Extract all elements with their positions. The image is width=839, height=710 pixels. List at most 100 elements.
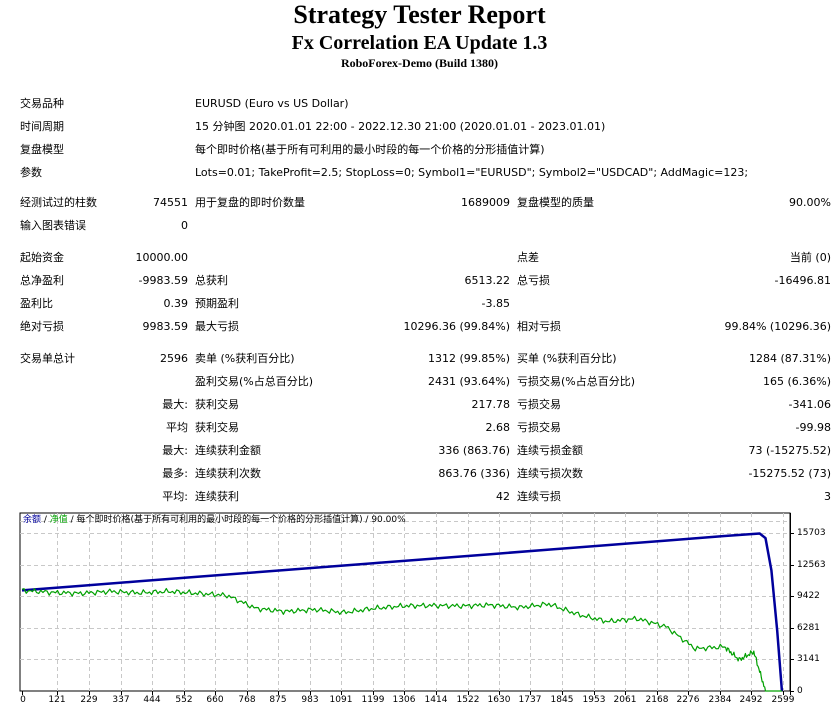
largest-profit-value: 217.78 (471, 398, 511, 411)
legend-equity: 净值 (49, 515, 68, 525)
long-value: 1284 (87.31%) (748, 352, 831, 365)
average-row: 平均 获利交易 2.68 亏损交易 -99.98 (0, 420, 839, 436)
total-trades-label: 交易单总计 (20, 352, 75, 365)
x-tick-label: 2384 (708, 695, 732, 705)
params-label: 参数 (20, 166, 42, 179)
deposit-row: 起始资金 10000.00 点差 当前 (0) (0, 250, 839, 266)
x-tick-label: 660 (206, 695, 224, 705)
profit-trades-label: 盈利交易(%占总百分比) (195, 375, 314, 388)
server-build: RoboForex-Demo (Build 1380) (340, 56, 499, 70)
errors-label: 输入图表错误 (20, 219, 86, 232)
loss-trades-value: 165 (6.36%) (762, 375, 831, 388)
maximal-consec-loss-value: -15275.52 (73) (748, 467, 831, 480)
x-tick-label: 2276 (676, 695, 700, 705)
period-value: 15 分钟图 2020.01.01 22:00 - 2022.12.30 21:… (195, 120, 606, 133)
avg-consec-losses-value: 3 (824, 490, 831, 503)
ticks-label: 用于复盘的即时价数量 (195, 196, 305, 209)
x-tick-label: 121 (48, 695, 66, 705)
abs-dd-value: 9983.59 (142, 320, 189, 333)
params-row: 参数 Lots=0.01; TakeProfit=2.5; StopLoss=0… (0, 165, 839, 181)
expected-payoff-value: -3.85 (481, 297, 510, 310)
report-title: Strategy Tester Report (293, 0, 546, 29)
x-tick-label: 768 (238, 695, 256, 705)
rel-dd-label: 相对亏损 (517, 320, 561, 333)
net-profit-row: 总净盈利 -9983.59 总获利 6513.22 总亏损 -16496.81 (0, 273, 839, 289)
y-tick-label: 12563 (797, 560, 826, 570)
x-tick-label: 2061 (613, 695, 637, 705)
long-label: 买单 (%获利百分比) (517, 352, 617, 365)
maximal-consec-loss-label: 连续亏损次数 (517, 467, 583, 480)
y-tick-label: 0 (797, 686, 803, 696)
profit-trades-value: 2431 (93.64%) (427, 375, 510, 388)
symbol-label: 交易品种 (20, 97, 64, 110)
avg-consec-wins-value: 42 (496, 490, 510, 503)
avg-consec-prefix: 平均: (162, 490, 188, 503)
avg-loss-value: -99.98 (795, 421, 831, 434)
symbol-value: EURUSD (Euro vs US Dollar) (195, 97, 349, 110)
total-trades-row: 交易单总计 2596 卖单 (%获利百分比) 1312 (99.85%) 买单 … (0, 351, 839, 367)
x-tick-label: 1414 (424, 695, 448, 705)
total-trades-value: 2596 (160, 352, 188, 365)
max-consec-wins-label: 连续获利金额 (195, 444, 261, 457)
short-value: 1312 (99.85%) (427, 352, 510, 365)
errors-value: 0 (181, 219, 188, 232)
avg-profit-label: 获利交易 (195, 421, 239, 434)
quality-value: 90.00% (789, 196, 831, 209)
max-consec-row: 最大: 连续获利金额 336 (863.76) 连续亏损金额 73 (-1527… (0, 443, 839, 459)
period-row: 时间周期 15 分钟图 2020.01.01 22:00 - 2022.12.3… (0, 119, 839, 135)
x-tick-label: 0 (20, 695, 26, 705)
y-tick-label: 15703 (797, 528, 826, 538)
x-tick-label: 552 (175, 695, 193, 705)
max-consec-wins-value: 336 (863.76) (438, 444, 510, 457)
loss-trades-label: 亏损交易(%占总百分比) (517, 375, 636, 388)
params-value: Lots=0.01; TakeProfit=2.5; StopLoss=0; S… (195, 166, 749, 179)
gross-profit-label: 总获利 (195, 274, 228, 287)
x-tick-label: 1953 (582, 695, 606, 705)
net-profit-label: 总净盈利 (20, 274, 64, 287)
max-consec-losses-label: 连续亏损金额 (517, 444, 583, 457)
x-tick-label: 1199 (361, 695, 385, 705)
x-tick-label: 1522 (456, 695, 480, 705)
gross-loss-label: 总亏损 (517, 274, 550, 287)
expected-payoff-label: 预期盈利 (195, 297, 239, 310)
legend-balance: 余额 (23, 515, 42, 525)
bars-value: 74551 (153, 196, 188, 209)
drawdown-row: 绝对亏损 9983.59 最大亏损 10296.36 (99.84%) 相对亏损… (0, 319, 839, 335)
model-label: 复盘模型 (20, 143, 64, 156)
maximal-consec-profit-value: 863.76 (336) (438, 467, 510, 480)
maximal-prefix: 最多: (162, 467, 188, 480)
spread-value: 当前 (0) (789, 251, 831, 264)
x-tick-label: 1306 (392, 695, 416, 705)
spread-label: 点差 (517, 251, 539, 264)
x-tick-label: 444 (143, 695, 161, 705)
x-tick-label: 337 (112, 695, 130, 705)
largest-row: 最大: 获利交易 217.78 亏损交易 -341.06 (0, 397, 839, 413)
gross-loss-value: -16496.81 (774, 274, 831, 287)
average-prefix: 平均 (166, 421, 188, 434)
y-tick-label: 6281 (797, 623, 820, 633)
avg-profit-value: 2.68 (485, 421, 511, 434)
errors-row: 输入图表错误 0 (0, 218, 839, 234)
largest-profit-label: 获利交易 (195, 398, 239, 411)
ea-name: Fx Correlation EA Update 1.3 (291, 32, 548, 54)
x-tick-label: 1845 (550, 695, 574, 705)
net-profit-value: -9983.59 (138, 274, 188, 287)
x-tick-label: 983 (301, 695, 319, 705)
x-tick-label: 229 (80, 695, 98, 705)
x-tick-label: 2599 (771, 695, 795, 705)
model-value: 每个即时价格(基于所有可利用的最小时段的每一个价格的分形插值计算) (195, 143, 545, 156)
y-tick-label: 9422 (797, 591, 820, 601)
max-consec-losses-value: 73 (-15275.52) (748, 444, 831, 457)
symbol-row: 交易品种 EURUSD (Euro vs US Dollar) (0, 96, 839, 112)
profit-factor-row: 盈利比 0.39 预期盈利 -3.85 (0, 296, 839, 312)
period-label: 时间周期 (20, 120, 64, 133)
largest-prefix: 最大: (162, 398, 188, 411)
deposit-label: 起始资金 (20, 251, 64, 264)
gross-profit-value: 6513.22 (464, 274, 511, 287)
ticks-value: 1689009 (461, 196, 510, 209)
x-tick-label: 1737 (518, 695, 542, 705)
avg-consec-losses-label: 连续亏损 (517, 490, 561, 503)
x-tick-label: 875 (269, 695, 287, 705)
profit-trades-row: 盈利交易(%占总百分比) 2431 (93.64%) 亏损交易(%占总百分比) … (0, 374, 839, 390)
legend-model-info: / 每个即时价格(基于所有可利用的最小时段的每一个价格的分形插值计算) / 90… (67, 515, 406, 525)
